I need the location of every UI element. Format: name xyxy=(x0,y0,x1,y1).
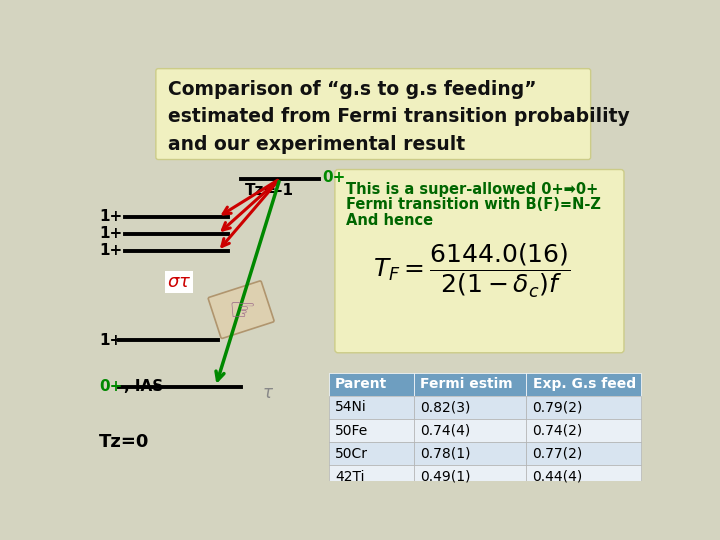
Bar xyxy=(329,396,414,419)
FancyBboxPatch shape xyxy=(335,170,624,353)
Text: Tz=-1: Tz=-1 xyxy=(245,183,294,198)
Text: 0.44(4): 0.44(4) xyxy=(533,470,582,484)
Bar xyxy=(414,396,526,419)
Text: Comparison of “g.s to g.s feeding”
estimated from Fermi transition probability
a: Comparison of “g.s to g.s feeding” estim… xyxy=(168,80,629,154)
Text: 50Cr: 50Cr xyxy=(335,447,368,461)
Text: And hence: And hence xyxy=(346,213,433,228)
Text: , IAS: , IAS xyxy=(124,379,163,394)
Text: Fermi estim: Fermi estim xyxy=(420,377,513,392)
Text: $\tau$: $\tau$ xyxy=(262,384,274,402)
Text: 1+: 1+ xyxy=(99,226,122,241)
Text: 0.78(1): 0.78(1) xyxy=(420,447,471,461)
Bar xyxy=(414,465,526,488)
Bar xyxy=(526,465,641,488)
Text: 42Ti: 42Ti xyxy=(335,470,364,484)
Text: $T_F = \dfrac{6144.0(16)}{2(1-\delta_c)f}$: $T_F = \dfrac{6144.0(16)}{2(1-\delta_c)f… xyxy=(373,242,570,300)
Text: 0.74(4): 0.74(4) xyxy=(420,423,470,437)
Bar xyxy=(414,419,526,442)
Text: Fermi transition with B(F)=N-Z: Fermi transition with B(F)=N-Z xyxy=(346,197,600,212)
Bar xyxy=(526,442,641,465)
Text: Parent: Parent xyxy=(335,377,387,392)
Text: $\sigma\tau$: $\sigma\tau$ xyxy=(167,273,192,291)
Text: 0.82(3): 0.82(3) xyxy=(420,401,471,415)
Bar xyxy=(329,465,414,488)
Bar xyxy=(414,373,526,396)
Text: This is a super-allowed 0+➡0+: This is a super-allowed 0+➡0+ xyxy=(346,182,598,197)
Text: 0+: 0+ xyxy=(99,379,122,394)
FancyBboxPatch shape xyxy=(208,281,274,339)
Bar xyxy=(329,442,414,465)
Text: 0.77(2): 0.77(2) xyxy=(533,447,582,461)
Bar xyxy=(526,373,641,396)
Bar xyxy=(329,373,414,396)
Text: 50Fe: 50Fe xyxy=(335,423,368,437)
FancyBboxPatch shape xyxy=(156,69,590,159)
Text: 1+: 1+ xyxy=(99,243,122,258)
Text: 1+: 1+ xyxy=(99,209,122,224)
Bar xyxy=(414,442,526,465)
Text: Exp. G.s feed: Exp. G.s feed xyxy=(533,377,636,392)
Text: 54Ni: 54Ni xyxy=(335,401,366,415)
Text: 0.74(2): 0.74(2) xyxy=(533,423,582,437)
Bar xyxy=(526,419,641,442)
Text: 1+: 1+ xyxy=(99,333,122,348)
Bar xyxy=(526,396,641,419)
Text: Tz=0: Tz=0 xyxy=(99,433,150,451)
Text: 0.79(2): 0.79(2) xyxy=(533,401,583,415)
Bar xyxy=(329,419,414,442)
Text: ☞: ☞ xyxy=(228,296,256,326)
Text: 0.49(1): 0.49(1) xyxy=(420,470,471,484)
Text: 0+: 0+ xyxy=(323,170,346,185)
